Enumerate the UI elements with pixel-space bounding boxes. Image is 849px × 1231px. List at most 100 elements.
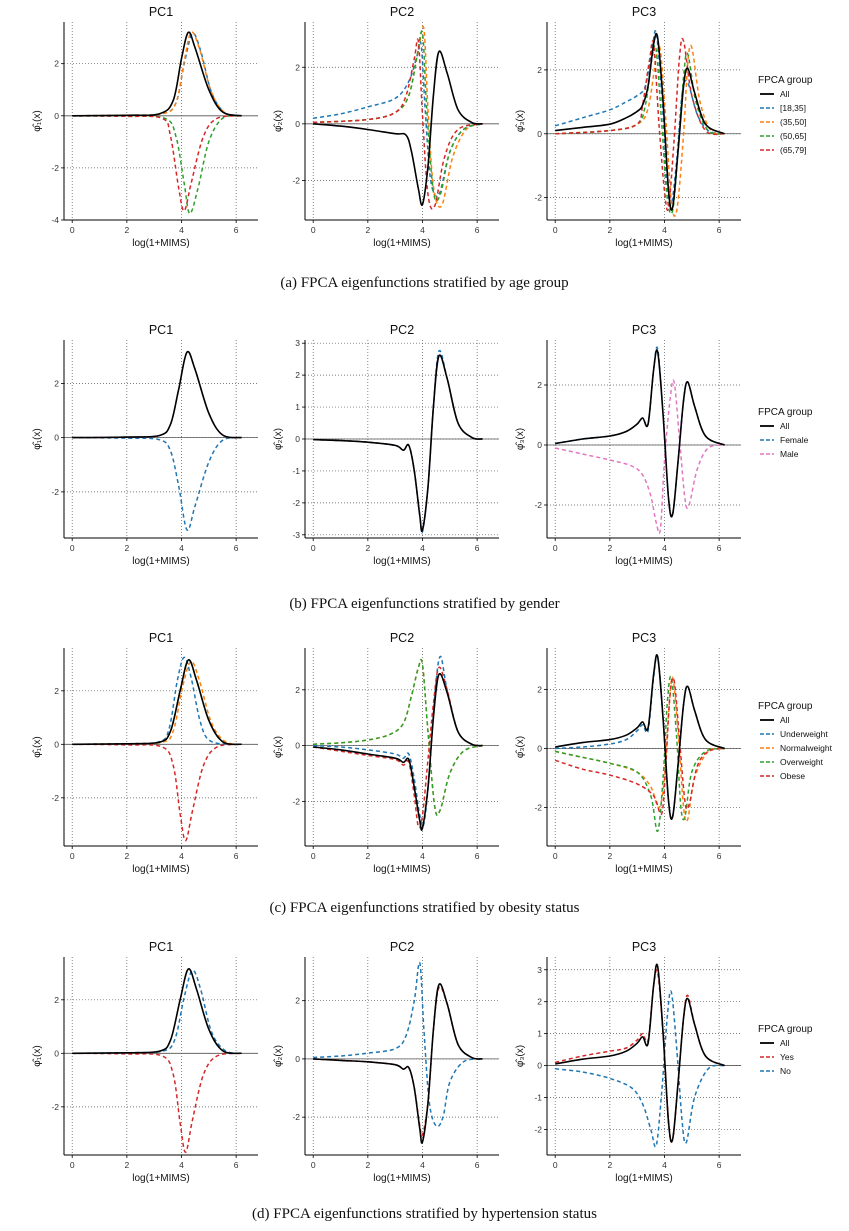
x-tick-label: 0 bbox=[553, 851, 558, 861]
x-tick-label: 6 bbox=[717, 1160, 722, 1170]
x-tick-label: 6 bbox=[475, 1160, 480, 1170]
x-tick-label: 2 bbox=[607, 1160, 612, 1170]
y-tick-label: -2 bbox=[292, 498, 300, 508]
series-line-female bbox=[555, 346, 725, 518]
legend-label: Normalweight bbox=[780, 743, 833, 753]
y-tick-label: 0 bbox=[295, 1054, 300, 1064]
y-tick-label: 2 bbox=[54, 686, 59, 696]
series-line--50-65- bbox=[313, 30, 483, 202]
y-tick-label: 2 bbox=[295, 370, 300, 380]
x-tick-label: 2 bbox=[124, 1160, 129, 1170]
series-line--65-79- bbox=[313, 38, 483, 210]
y-tick-label: -2 bbox=[51, 487, 59, 497]
series-line-male bbox=[313, 354, 483, 532]
x-tick-label: 2 bbox=[607, 543, 612, 553]
series-line-overweight bbox=[555, 675, 725, 832]
series-line--65-79- bbox=[72, 115, 242, 212]
y-tick-label: -1 bbox=[292, 466, 300, 476]
series-line-all bbox=[313, 672, 483, 831]
y-tick-label: -2 bbox=[534, 803, 542, 813]
x-tick-label: 6 bbox=[475, 851, 480, 861]
y-axis-label: φ̂₁(x) bbox=[31, 736, 43, 758]
y-tick-label: 3 bbox=[537, 965, 542, 975]
x-tick-label: 4 bbox=[662, 225, 667, 235]
x-tick-label: 6 bbox=[717, 543, 722, 553]
series-line--18-35- bbox=[313, 41, 483, 198]
x-tick-label: 2 bbox=[365, 851, 370, 861]
series-line-no bbox=[72, 969, 242, 1055]
y-axis-label: φ̂₁(x) bbox=[31, 1045, 43, 1067]
legend-label: Female bbox=[780, 435, 809, 445]
x-tick-label: 4 bbox=[179, 1160, 184, 1170]
series-line-obese bbox=[554, 677, 725, 816]
series-line-all bbox=[313, 983, 483, 1144]
y-axis-label: φ̂₁(x) bbox=[31, 110, 43, 132]
x-tick-label: 6 bbox=[475, 543, 480, 553]
x-tick-label: 0 bbox=[311, 851, 316, 861]
y-tick-label: 2 bbox=[537, 380, 542, 390]
legend-title: FPCA group bbox=[758, 75, 813, 86]
y-tick-label: 0 bbox=[295, 434, 300, 444]
panel-title: PC2 bbox=[390, 323, 414, 337]
series-line-female bbox=[313, 349, 483, 534]
panel-d-pc3: PC3 0 2 4 6 -2 -1 0 1 2 3 log(1+MIMS) φ̂₃(x) bbox=[514, 940, 741, 1184]
series-line--18-35- bbox=[554, 30, 725, 206]
x-axis-label: log(1+MIMS) bbox=[615, 864, 673, 875]
y-tick-label: 0 bbox=[54, 111, 59, 121]
legend-c: FPCA group All Underweight Normalweight Over… bbox=[758, 701, 833, 781]
series-line-all bbox=[555, 32, 725, 211]
series-line--35-50- bbox=[555, 44, 725, 217]
x-tick-label: 4 bbox=[420, 851, 425, 861]
x-tick-label: 0 bbox=[311, 225, 316, 235]
legend-label: (65,79] bbox=[780, 145, 806, 155]
caption-b: (b) FPCA eigenfunctions stratified by ge… bbox=[289, 596, 560, 612]
x-axis-label: log(1+MIMS) bbox=[373, 238, 431, 249]
series-line-yes bbox=[555, 969, 725, 1143]
panel-title: PC1 bbox=[149, 5, 173, 19]
y-tick-label: 2 bbox=[295, 996, 300, 1006]
x-axis-label: log(1+MIMS) bbox=[132, 238, 190, 249]
panel-title: PC2 bbox=[390, 5, 414, 19]
y-tick-label: 2 bbox=[54, 59, 59, 69]
y-tick-label: -2 bbox=[51, 163, 59, 173]
series-line-all bbox=[72, 659, 242, 746]
legend-title: FPCA group bbox=[758, 701, 813, 712]
panel-title: PC3 bbox=[632, 940, 656, 954]
series-line-all bbox=[72, 968, 242, 1055]
panel-title: PC1 bbox=[149, 940, 173, 954]
x-axis-label: log(1+MIMS) bbox=[132, 1173, 190, 1184]
x-axis-label: log(1+MIMS) bbox=[615, 1173, 673, 1184]
series-line--35-50- bbox=[313, 25, 483, 208]
legend-label: All bbox=[780, 1038, 790, 1048]
y-tick-label: 0 bbox=[537, 440, 542, 450]
x-tick-label: 0 bbox=[70, 225, 75, 235]
series-line-all bbox=[313, 354, 483, 532]
legend-label: All bbox=[780, 89, 790, 99]
x-axis-label: log(1+MIMS) bbox=[615, 556, 673, 567]
series-line-female bbox=[72, 436, 242, 531]
series-line--35-50- bbox=[72, 31, 242, 117]
legend-label: Obese bbox=[780, 771, 805, 781]
caption-a: (a) FPCA eigenfunctions stratified by ag… bbox=[280, 275, 569, 291]
x-tick-label: 6 bbox=[234, 543, 239, 553]
legend-title: FPCA group bbox=[758, 407, 813, 418]
y-tick-label: 2 bbox=[537, 997, 542, 1007]
x-tick-label: 0 bbox=[553, 1160, 558, 1170]
y-axis-label: φ̂₃(x) bbox=[514, 1045, 526, 1067]
legend-label: Overweight bbox=[780, 757, 824, 767]
series-line--50-65- bbox=[72, 114, 242, 215]
x-tick-label: 2 bbox=[607, 851, 612, 861]
y-tick-label: 2 bbox=[295, 685, 300, 695]
y-tick-label: -2 bbox=[292, 796, 300, 806]
series-line-normalweight bbox=[555, 676, 725, 823]
x-tick-label: 2 bbox=[607, 225, 612, 235]
x-tick-label: 4 bbox=[662, 851, 667, 861]
series-line-normalweight bbox=[72, 660, 242, 746]
series-line-obese bbox=[313, 666, 483, 829]
y-axis-label: φ̂₂(x) bbox=[272, 1045, 284, 1067]
